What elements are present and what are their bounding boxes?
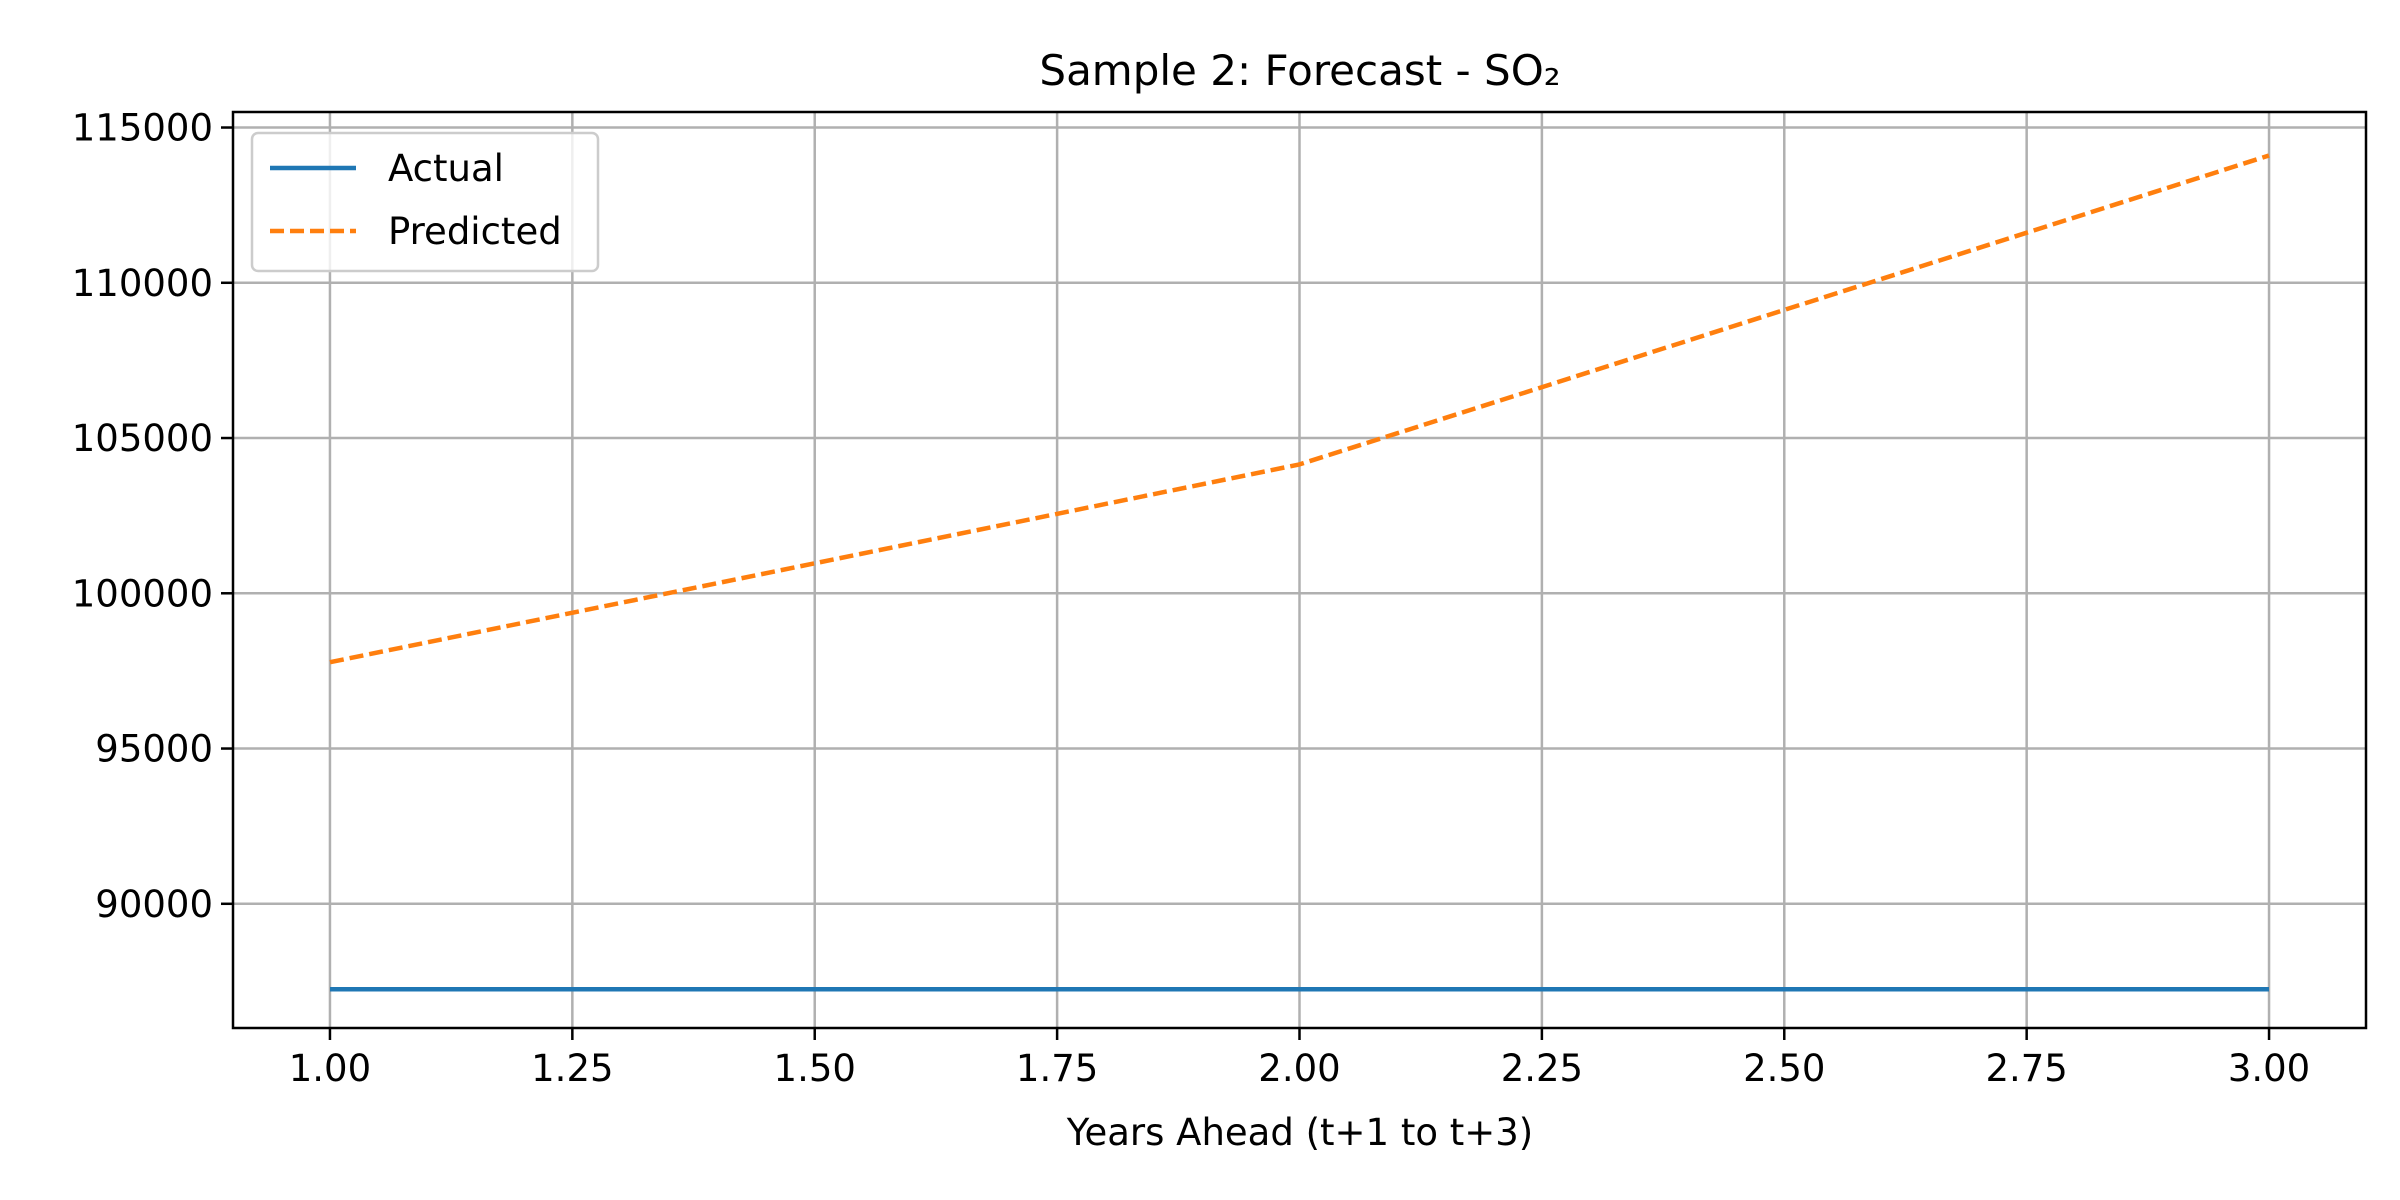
chart-title: Sample 2: Forecast - SO₂	[1039, 46, 1560, 95]
y-tick-label: 100000	[72, 572, 213, 615]
x-tick-label: 2.75	[1985, 1047, 2067, 1090]
series-line-predicted	[329, 153, 2270, 665]
y-tick-label: 110000	[72, 262, 213, 305]
x-tick-label: 2.00	[1258, 1047, 1340, 1090]
legend-label-predicted: Predicted	[388, 210, 562, 253]
x-tick-label: 1.75	[1016, 1047, 1098, 1090]
x-axis-label: Years Ahead (t+1 to t+3)	[1066, 1111, 1533, 1154]
x-axis: 1.00 1.25 1.50 1.75 2.00 2.25 2.50 2.75 3.00	[289, 1028, 2310, 1090]
y-axis: 90000 95000 100000 105000 110000 115000	[72, 107, 233, 926]
series-group	[329, 153, 2270, 992]
x-tick-label: 1.50	[774, 1047, 856, 1090]
legend: Actual Predicted	[250, 131, 600, 273]
x-tick-label: 2.25	[1501, 1047, 1583, 1090]
x-tick-label: 3.00	[2228, 1047, 2310, 1090]
x-tick-label: 1.25	[531, 1047, 613, 1090]
y-tick-label: 115000	[72, 107, 213, 150]
x-tick-label: 2.50	[1743, 1047, 1825, 1090]
grid	[233, 112, 2366, 1028]
y-tick-label: 95000	[95, 728, 213, 771]
y-tick-label: 105000	[72, 417, 213, 460]
legend-label-actual: Actual	[388, 147, 504, 190]
y-tick-label: 90000	[95, 883, 213, 926]
x-tick-label: 1.00	[289, 1047, 371, 1090]
